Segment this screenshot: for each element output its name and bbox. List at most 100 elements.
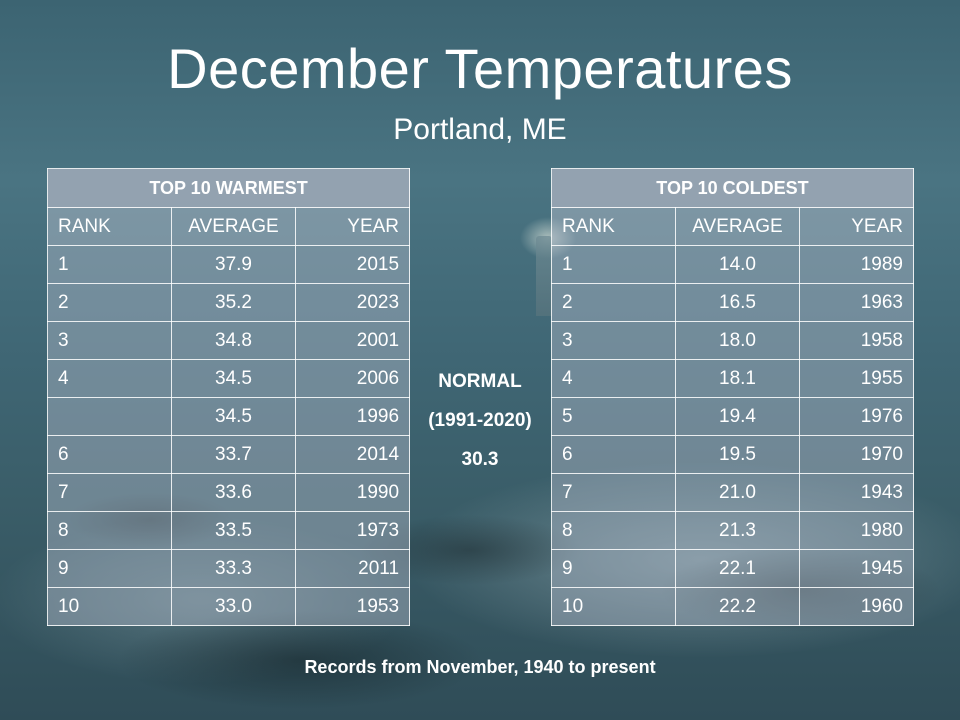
year-cell: 1996: [294, 397, 411, 436]
year-cell: 1943: [799, 473, 914, 512]
average-cell: 33.3: [171, 549, 296, 588]
year-cell: 1976: [799, 397, 914, 436]
column-header-average: AVERAGE: [171, 207, 296, 246]
page-subtitle: Portland, ME: [393, 113, 567, 146]
table-row: 1 37.9 2015: [47, 245, 411, 284]
rank-cell: 7: [47, 473, 172, 512]
column-header-rank: RANK: [551, 207, 676, 246]
year-cell: 1958: [799, 321, 914, 360]
rank-cell: 1: [47, 245, 172, 284]
rank-cell: 9: [551, 549, 676, 588]
warmest-table: TOP 10 WARMEST RANK AVERAGE YEAR 1 37.9 20…: [46, 168, 411, 626]
rank-cell: 3: [551, 321, 676, 360]
rank-cell: 4: [551, 359, 676, 398]
lighthouse-silhouette: [536, 236, 552, 316]
table-row: 10 33.0 1953: [47, 587, 411, 626]
table-row: 9 33.3 2011: [47, 549, 411, 588]
average-cell: 33.5: [171, 511, 296, 550]
table-row: 9 22.1 1945: [551, 549, 914, 588]
table-row: 2 35.2 2023: [47, 283, 411, 322]
average-cell: 14.0: [675, 245, 800, 284]
average-cell: 18.0: [675, 321, 800, 360]
average-cell: 34.5: [171, 397, 296, 436]
table-row: 4 18.1 1955: [551, 359, 914, 398]
rank-cell: 6: [551, 435, 676, 474]
year-cell: 1955: [799, 359, 914, 398]
column-header-year: YEAR: [799, 207, 914, 246]
rank-cell: 4: [47, 359, 172, 398]
average-cell: 33.0: [171, 587, 296, 626]
coldest-column-headers: RANK AVERAGE YEAR: [551, 207, 914, 246]
table-row: 3 18.0 1958: [551, 321, 914, 360]
average-cell: 16.5: [675, 283, 800, 322]
year-cell: 1980: [799, 511, 914, 550]
table-row: 5 19.4 1976: [551, 397, 914, 436]
rank-cell: 8: [551, 511, 676, 550]
column-header-year: YEAR: [294, 207, 411, 246]
records-footnote: Records from November, 1940 to present: [304, 657, 656, 677]
rank-cell: 9: [47, 549, 172, 588]
rank-cell: 2: [47, 283, 172, 322]
column-header-average: AVERAGE: [675, 207, 800, 246]
year-cell: 1989: [799, 245, 914, 284]
average-cell: 21.0: [675, 473, 800, 512]
table-row: 6 19.5 1970: [551, 435, 914, 474]
average-cell: 34.8: [171, 321, 296, 360]
table-row: 8 21.3 1980: [551, 511, 914, 550]
average-cell: 37.9: [171, 245, 296, 284]
year-cell: 2001: [294, 321, 411, 360]
average-cell: 33.7: [171, 435, 296, 474]
warmest-column-headers: RANK AVERAGE YEAR: [47, 207, 411, 246]
normal-value: 30.3: [461, 449, 499, 470]
rank-cell: 1: [551, 245, 676, 284]
warmest-table-header: TOP 10 WARMEST: [46, 168, 411, 208]
table-row: 7 21.0 1943: [551, 473, 914, 512]
average-cell: 33.6: [171, 473, 296, 512]
year-cell: 2023: [294, 283, 411, 322]
rank-cell: 8: [47, 511, 172, 550]
year-cell: 1990: [294, 473, 411, 512]
normal-period: (1991-2020): [428, 410, 532, 431]
page-title: December Temperatures: [167, 37, 793, 100]
column-header-rank: RANK: [47, 207, 172, 246]
table-row: 1 14.0 1989: [551, 245, 914, 284]
year-cell: 2014: [294, 435, 411, 474]
average-cell: 21.3: [675, 511, 800, 550]
year-cell: 1970: [799, 435, 914, 474]
table-row: 34.5 1996: [47, 397, 411, 436]
normal-label: NORMAL: [438, 371, 522, 392]
warmest-rows: 1 37.9 2015 2 35.2 2023 3 34.8 2001 4 34.5 2006 34.5…: [47, 245, 411, 626]
year-cell: 1963: [799, 283, 914, 322]
year-cell: 2015: [294, 245, 411, 284]
rank-cell: 10: [47, 587, 172, 626]
table-row: 6 33.7 2014: [47, 435, 411, 474]
rank-cell: 7: [551, 473, 676, 512]
table-row: 7 33.6 1990: [47, 473, 411, 512]
table-row: 10 22.2 1960: [551, 587, 914, 626]
coldest-rows: 1 14.0 1989 2 16.5 1963 3 18.0 1958 4 18.1 1955 5 19.…: [551, 245, 914, 626]
average-cell: 19.4: [675, 397, 800, 436]
rank-cell: 2: [551, 283, 676, 322]
table-row: 8 33.5 1973: [47, 511, 411, 550]
coldest-table-header: TOP 10 COLDEST: [551, 168, 914, 208]
year-cell: 1953: [294, 587, 411, 626]
rank-cell: 3: [47, 321, 172, 360]
rank-cell: 5: [551, 397, 676, 436]
year-cell: 1973: [294, 511, 411, 550]
year-cell: 2006: [294, 359, 411, 398]
average-cell: 19.5: [675, 435, 800, 474]
year-cell: 2011: [294, 549, 411, 588]
average-cell: 35.2: [171, 283, 296, 322]
average-cell: 22.2: [675, 587, 800, 626]
table-row: 4 34.5 2006: [47, 359, 411, 398]
average-cell: 18.1: [675, 359, 800, 398]
year-cell: 1960: [799, 587, 914, 626]
average-cell: 22.1: [675, 549, 800, 588]
table-row: 3 34.8 2001: [47, 321, 411, 360]
rank-cell: [47, 397, 172, 436]
coldest-table: TOP 10 COLDEST RANK AVERAGE YEAR 1 14.0 19…: [551, 168, 914, 626]
rank-cell: 6: [47, 435, 172, 474]
average-cell: 34.5: [171, 359, 296, 398]
year-cell: 1945: [799, 549, 914, 588]
rank-cell: 10: [551, 587, 676, 626]
